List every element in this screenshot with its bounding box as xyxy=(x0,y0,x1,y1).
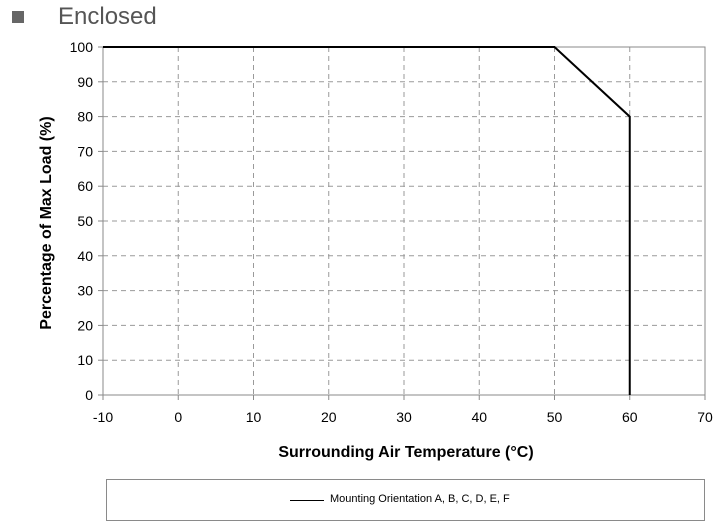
series-line xyxy=(103,46,631,395)
square-bullet-icon xyxy=(12,11,24,23)
y-tick-label: 90 xyxy=(77,74,93,90)
x-tick-label: 30 xyxy=(396,409,412,425)
x-tick-label: 20 xyxy=(321,409,337,425)
x-tick-label: 10 xyxy=(246,409,262,425)
y-tick-label: 0 xyxy=(85,387,93,403)
legend: Mounting Orientation A, B, C, D, E, F xyxy=(106,479,705,521)
legend-label: Mounting Orientation A, B, C, D, E, F xyxy=(330,493,510,505)
x-tick-label: -10 xyxy=(93,409,113,425)
y-tick-label: 50 xyxy=(77,213,93,229)
legend-line-swatch xyxy=(290,500,324,501)
y-axis-title: Percentage of Max Load (%) xyxy=(38,116,55,329)
y-tick-label: 70 xyxy=(77,143,93,159)
x-tick-label: 60 xyxy=(622,409,638,425)
y-tick-label: 80 xyxy=(77,109,93,125)
x-tick-label: 50 xyxy=(547,409,563,425)
chart-heading: Enclosed xyxy=(58,3,157,30)
x-tick-label: 70 xyxy=(697,409,713,425)
y-tick-label: 20 xyxy=(77,317,93,333)
x-tick-label: 0 xyxy=(174,409,182,425)
y-tick-label: 40 xyxy=(77,248,93,264)
y-tick-label: 10 xyxy=(77,352,93,368)
y-tick-label: 60 xyxy=(77,178,93,194)
series-layer xyxy=(103,46,631,395)
y-tick-label: 30 xyxy=(77,283,93,299)
y-tick-label: 100 xyxy=(70,39,94,55)
grid-lines xyxy=(103,47,705,395)
y-tick-labels: 0 10 20 30 40 50 60 70 80 90 100 xyxy=(70,39,94,403)
plot-frame xyxy=(98,46,706,400)
x-axis-title: Surrounding Air Temperature (°C) xyxy=(278,444,533,461)
chart-header: Enclosed xyxy=(0,0,728,36)
x-tick-labels: -10 0 10 20 30 40 50 60 70 xyxy=(93,409,713,425)
x-tick-label: 40 xyxy=(471,409,487,425)
